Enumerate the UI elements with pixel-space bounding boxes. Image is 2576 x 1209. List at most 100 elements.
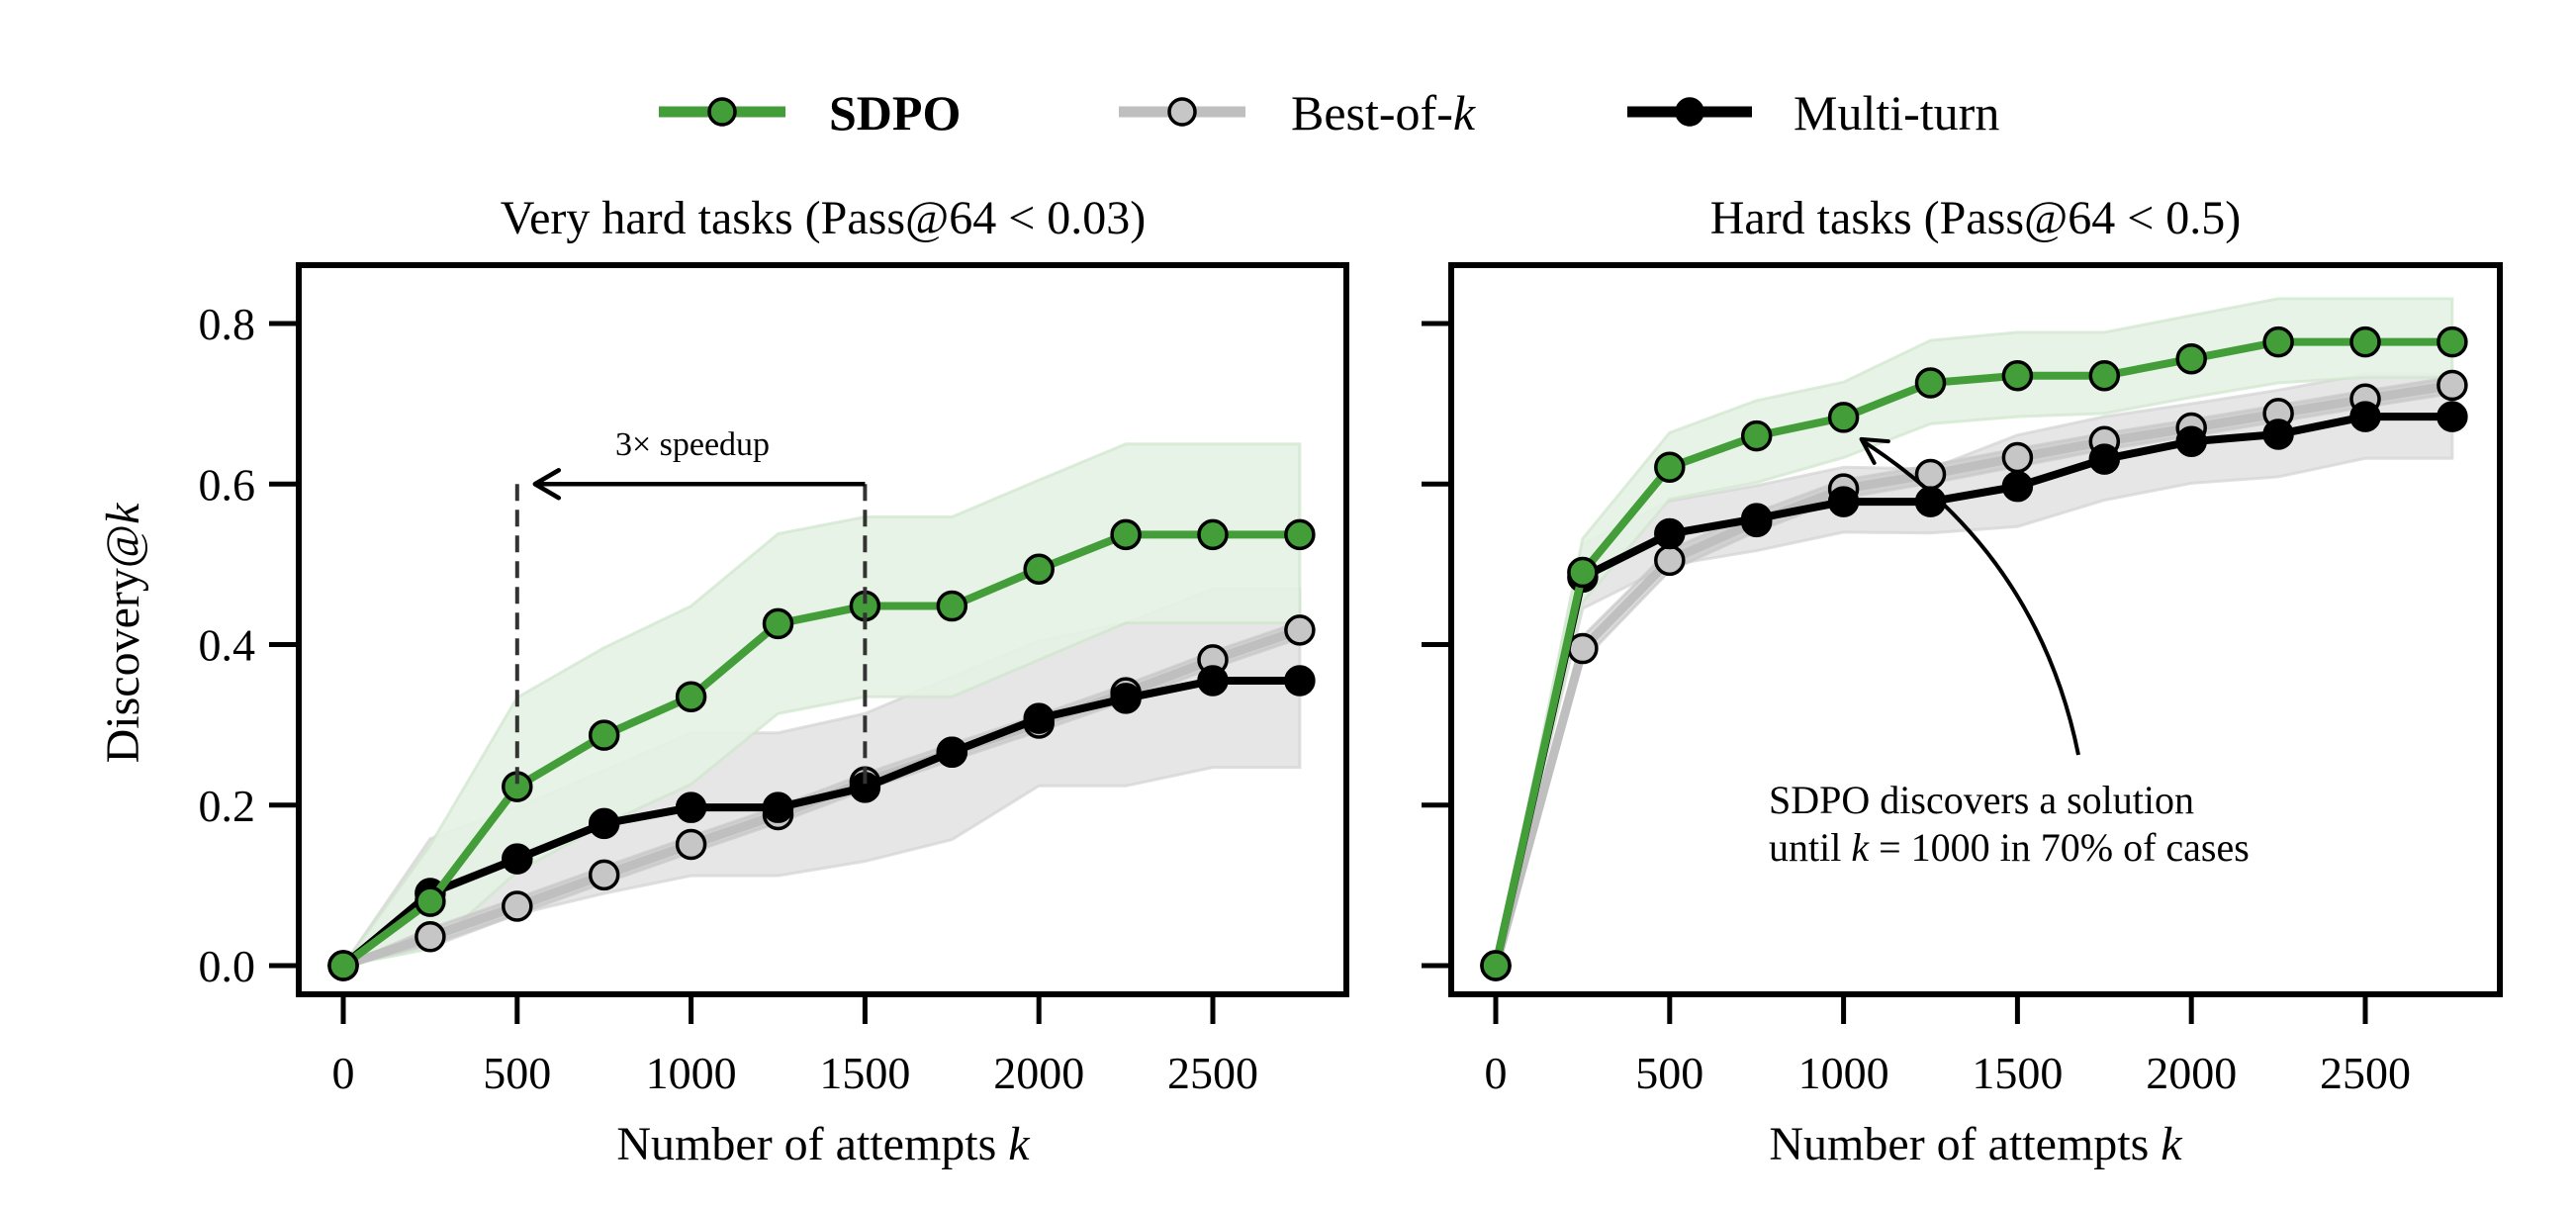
y-axis-title-text: Discovery@ <box>97 524 149 763</box>
speedup-label: 3× speedup <box>615 426 770 463</box>
legend-best-of-k-text: Best-of- <box>1291 85 1453 140</box>
right-point-sdpo <box>1480 950 1512 981</box>
left-y-tick-label: 0.6 <box>199 459 256 510</box>
left-point-sdpo <box>414 885 446 917</box>
x-axis-title-right-k: k <box>2161 1118 2183 1170</box>
panel-hard-tasks: Hard tasks (Pass@64 < 0.5) 0 500 1000 1500 2… <box>1422 192 2503 1170</box>
left-point-multi-turn <box>1197 665 1229 697</box>
right-point-sdpo <box>2349 326 2381 358</box>
left-x-tick-label: 1500 <box>819 1048 910 1098</box>
right-point-multi-turn <box>1827 486 1860 517</box>
left-x-tick-label: 2000 <box>993 1048 1084 1098</box>
left-y-tick-label: 0.8 <box>199 299 256 349</box>
right-point-multi-turn <box>1740 503 1773 534</box>
legend-sdpo-label: SDPO <box>829 85 961 140</box>
left-point-sdpo <box>1284 518 1316 551</box>
left-x-tick-label: 1000 <box>646 1048 737 1098</box>
left-point-sdpo <box>762 607 794 640</box>
x-axis-title-right-text: Number of attempts <box>1769 1118 2161 1170</box>
right-point-multi-turn <box>2175 425 2207 458</box>
left-point-sdpo <box>327 950 359 981</box>
left-y-tick-label: 0.4 <box>199 620 256 671</box>
right-point-sdpo <box>2088 359 2121 392</box>
left-point-sdpo <box>1023 553 1055 585</box>
right-x-tick-label: 0 <box>1485 1048 1508 1098</box>
x-axis-title-left-k: k <box>1008 1118 1031 1170</box>
left-point-multi-turn <box>936 736 968 768</box>
left-point-best-of-k <box>675 828 707 861</box>
right-x-tick-label: 2000 <box>2146 1048 2237 1098</box>
left-point-best-of-k <box>1284 614 1316 646</box>
speedup-arrow-head <box>532 468 562 501</box>
panel-title-right: Hard tasks (Pass@64 < 0.5) <box>1710 192 2242 244</box>
right-x-tick-label: 1000 <box>1798 1048 1889 1098</box>
left-x-tick-label: 0 <box>332 1048 355 1098</box>
right-point-multi-turn <box>2088 443 2121 475</box>
panel-very-hard-tasks: Very hard tasks (Pass@64 < 0.03) 0 500 100… <box>97 192 1349 1170</box>
right-point-best-of-k <box>2437 369 2468 402</box>
axes-frame-left <box>296 262 1349 997</box>
x-axis-right: 0 500 1000 1500 2000 2500 <box>1485 997 2411 1098</box>
left-point-sdpo <box>936 590 968 622</box>
right-point-multi-turn <box>1654 517 1686 550</box>
plot-area-left <box>327 442 1316 981</box>
left-y-tick-label: 0.0 <box>199 941 256 991</box>
annotation-line-2-prefix: until <box>1769 825 1851 870</box>
legend-item-best-of-k: Best-of-k <box>1119 85 1476 140</box>
legend-item-multi-turn: Multi-turn <box>1627 85 1999 140</box>
right-point-sdpo <box>1740 419 1773 452</box>
left-point-multi-turn <box>1023 702 1055 734</box>
x-axis-left: 0 500 1000 1500 2000 2500 <box>332 997 1258 1098</box>
left-point-best-of-k <box>502 890 533 922</box>
right-point-sdpo <box>1914 367 1947 399</box>
right-point-best-of-k <box>1567 632 1599 665</box>
left-point-multi-turn <box>1284 665 1316 697</box>
left-point-best-of-k <box>414 921 446 953</box>
discovery-annotation: SDPO discovers a solution until k = 1000… <box>1769 436 2250 870</box>
legend-multi-turn-label: Multi-turn <box>1794 85 1999 140</box>
y-axis-title-k: k <box>97 502 149 524</box>
speedup-annotation: 3× speedup <box>514 426 868 788</box>
right-point-sdpo <box>1654 451 1686 483</box>
left-point-multi-turn <box>502 843 533 875</box>
left-point-multi-turn <box>1110 683 1142 714</box>
left-point-best-of-k <box>588 859 620 891</box>
legend-best-of-k-marker <box>1167 97 1197 127</box>
left-point-multi-turn <box>588 807 620 840</box>
plot-area-right <box>1480 297 2468 981</box>
left-point-sdpo <box>675 681 707 712</box>
axes-frame-right <box>1448 262 2503 997</box>
right-point-sdpo <box>2437 326 2468 358</box>
right-point-multi-turn <box>2001 470 2034 503</box>
x-axis-title-left: Number of attempts k <box>616 1118 1031 1170</box>
left-x-tick-label: 2500 <box>1167 1048 1258 1098</box>
curved-arrow <box>1863 440 2080 756</box>
legend-best-of-k-italic: k <box>1453 85 1476 140</box>
legend-sdpo-marker <box>707 97 737 127</box>
right-x-tick-label: 2500 <box>2320 1048 2411 1098</box>
right-x-tick-label: 1500 <box>1972 1048 2063 1098</box>
right-point-multi-turn <box>1914 486 1947 517</box>
right-point-sdpo <box>2262 326 2294 358</box>
right-point-sdpo <box>1827 402 1860 433</box>
left-point-multi-turn <box>675 791 707 823</box>
left-point-multi-turn <box>762 791 794 823</box>
left-y-tick-label: 0.2 <box>199 781 256 831</box>
legend-multi-turn-marker <box>1675 97 1704 127</box>
legend: SDPO Best-of-k Multi-turn <box>659 85 1999 140</box>
right-point-best-of-k <box>2001 441 2034 474</box>
right-point-best-of-k <box>1654 544 1686 577</box>
left-point-sdpo <box>1197 518 1229 551</box>
right-point-sdpo <box>2001 359 2034 392</box>
curved-arrow-head <box>1859 436 1890 465</box>
annotation-line-1: SDPO discovers a solution <box>1769 778 2194 822</box>
right-point-sdpo <box>2175 342 2207 375</box>
annotation-line-2-suffix: = 1000 in 70% of cases <box>1869 825 2250 870</box>
y-axis-right <box>1422 321 1448 969</box>
x-axis-title-right: Number of attempts k <box>1769 1118 2183 1170</box>
y-axis-left: 0.0 0.2 0.4 0.6 0.8 <box>199 299 296 991</box>
right-point-sdpo <box>1567 556 1599 589</box>
annotation-line-2-k: k <box>1851 825 1870 870</box>
panel-title-left: Very hard tasks (Pass@64 < 0.03) <box>501 192 1147 244</box>
